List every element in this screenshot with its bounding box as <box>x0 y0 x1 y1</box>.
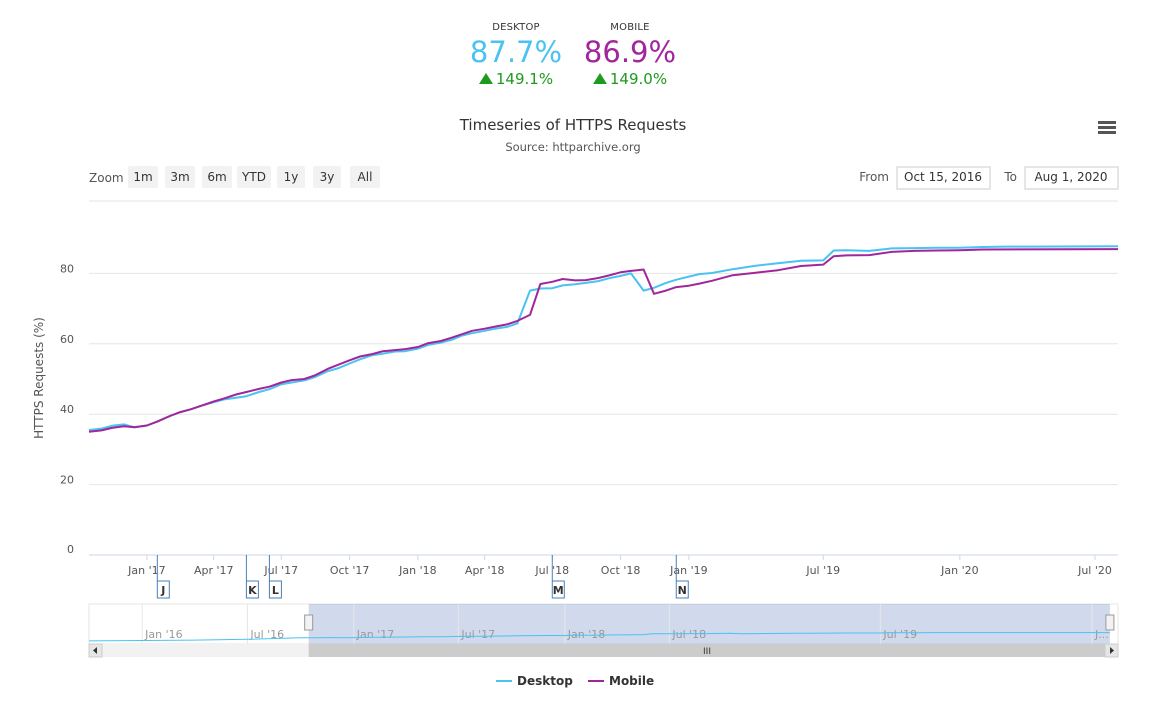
x-tick-label: Jan '19 <box>669 564 707 577</box>
desktop-stat: DESKTOP 87.7% 149.1% <box>456 22 576 88</box>
flag-label: L <box>272 584 279 597</box>
flag-label: K <box>248 584 257 597</box>
desktop-stat-change: 149.1% <box>456 70 576 88</box>
navigator-label: Jan '16 <box>144 628 182 641</box>
flag-label: N <box>678 584 687 597</box>
zoom-button-label: 3y <box>320 170 335 184</box>
zoom-button-3y[interactable] <box>313 166 341 188</box>
navigator-left-handle[interactable] <box>304 614 314 631</box>
gridlines <box>89 272 1118 486</box>
x-tick-label: Jul '19 <box>805 564 840 577</box>
chart-subtitle: Source: httparchive.org <box>505 140 640 154</box>
x-tick-label: Oct '17 <box>330 564 370 577</box>
from-label: From <box>859 170 889 184</box>
flag-n[interactable] <box>675 580 689 599</box>
desktop-change-value: 149.1% <box>495 70 554 88</box>
navigator-series-line <box>88 632 1110 642</box>
legend-item-mobile[interactable]: Mobile <box>609 674 654 688</box>
navigator-selected-range[interactable] <box>308 604 1110 644</box>
x-tick-label: Jan '17 <box>127 564 165 577</box>
to-date-input[interactable] <box>1024 166 1119 190</box>
navigator-label: Jan '18 <box>567 628 605 641</box>
mobile-stat-value: 86.9% <box>583 35 677 69</box>
zoom-button-label: 1y <box>284 170 299 184</box>
x-tick-label: Oct '18 <box>601 564 641 577</box>
navigator-label: Jul '19 <box>882 628 917 641</box>
scrollbar-grip-icon: III <box>703 647 711 657</box>
navigator-background <box>88 603 1119 645</box>
navigator-right-handle[interactable] <box>1105 614 1115 631</box>
hamburger-menu-icon[interactable] <box>1094 119 1120 141</box>
zoom-button-6m[interactable] <box>202 166 232 188</box>
up-triangle-icon <box>478 73 493 84</box>
zoom-button-label: 3m <box>170 170 189 184</box>
flag-m[interactable] <box>551 580 565 599</box>
flag-j[interactable] <box>156 580 170 599</box>
x-tick-label: Apr '17 <box>194 564 234 577</box>
zoom-button-ytd[interactable] <box>237 166 271 188</box>
flag-k[interactable] <box>245 580 259 599</box>
y-tick-label: 80 <box>60 262 74 275</box>
mobile-change-value: 149.0% <box>609 70 668 88</box>
y-tick-label: 0 <box>67 543 74 556</box>
from-date-value: Oct 15, 2016 <box>904 170 982 184</box>
mobile-stat: MOBILE 86.9% 149.0% <box>570 22 690 88</box>
zoom-button-label: 1m <box>133 170 152 184</box>
zoom-button-1y[interactable] <box>277 166 305 188</box>
from-date-input[interactable] <box>896 166 991 190</box>
navigator-label: Jul '18 <box>671 628 706 641</box>
y-tick-label: 40 <box>60 403 74 416</box>
navigator-label: Jul '17 <box>460 628 495 641</box>
series-line-mobile[interactable] <box>88 248 1119 433</box>
chart-title: Timeseries of HTTPS Requests <box>459 116 687 134</box>
x-axis-ticks: Jan '17 Apr '17 Jul '17 Oct '17 Jan '18 Apr '… <box>127 555 1112 577</box>
x-tick-label: Jul '17 <box>263 564 298 577</box>
scrollbar-thumb[interactable] <box>308 644 1110 657</box>
scroll-right-arrow-icon <box>1110 647 1114 654</box>
y-axis-label: HTTPS Requests (%) <box>32 317 46 439</box>
zoom-button-label: 6m <box>207 170 226 184</box>
event-flags: J K L M N <box>156 555 689 599</box>
desktop-stat-value: 87.7% <box>469 35 563 69</box>
flag-label: M <box>553 584 564 597</box>
up-triangle-icon <box>592 73 607 84</box>
zoom-button-label: YTD <box>241 170 266 184</box>
flag-label: J <box>160 584 165 597</box>
navigator-label: Jul '16 <box>249 628 284 641</box>
mobile-stat-change: 149.0% <box>570 70 690 88</box>
scroll-left-arrow-icon <box>93 647 97 654</box>
flag-l[interactable] <box>268 580 282 599</box>
chart-legend: Desktop Mobile <box>496 674 654 688</box>
zoom-label: Zoom <box>89 171 124 185</box>
navigator-label: Jan '17 <box>356 628 394 641</box>
zoom-buttons: 1m 3m 6m YTD 1y 3y All <box>128 166 380 188</box>
y-tick-label: 60 <box>60 333 74 346</box>
legend-item-desktop[interactable]: Desktop <box>517 674 573 688</box>
series-lines <box>88 245 1119 433</box>
x-tick-label: Jan '18 <box>398 564 436 577</box>
to-date-value: Aug 1, 2020 <box>1034 170 1107 184</box>
zoom-button-1m[interactable] <box>128 166 158 188</box>
y-tick-label: 20 <box>60 474 74 487</box>
desktop-stat-label: DESKTOP <box>492 22 540 33</box>
x-tick-label: Jan '20 <box>940 564 978 577</box>
x-tick-label: Apr '18 <box>465 564 505 577</box>
zoom-button-all[interactable] <box>350 166 380 188</box>
navigator-label: J... <box>1094 628 1109 641</box>
zoom-button-3m[interactable] <box>165 166 195 188</box>
y-axis-ticks: 0 20 40 60 80 <box>60 262 74 556</box>
x-tick-label: Jul '20 <box>1077 564 1112 577</box>
mobile-stat-label: MOBILE <box>610 22 650 33</box>
to-label: To <box>1003 170 1017 184</box>
zoom-button-label: All <box>358 170 373 184</box>
